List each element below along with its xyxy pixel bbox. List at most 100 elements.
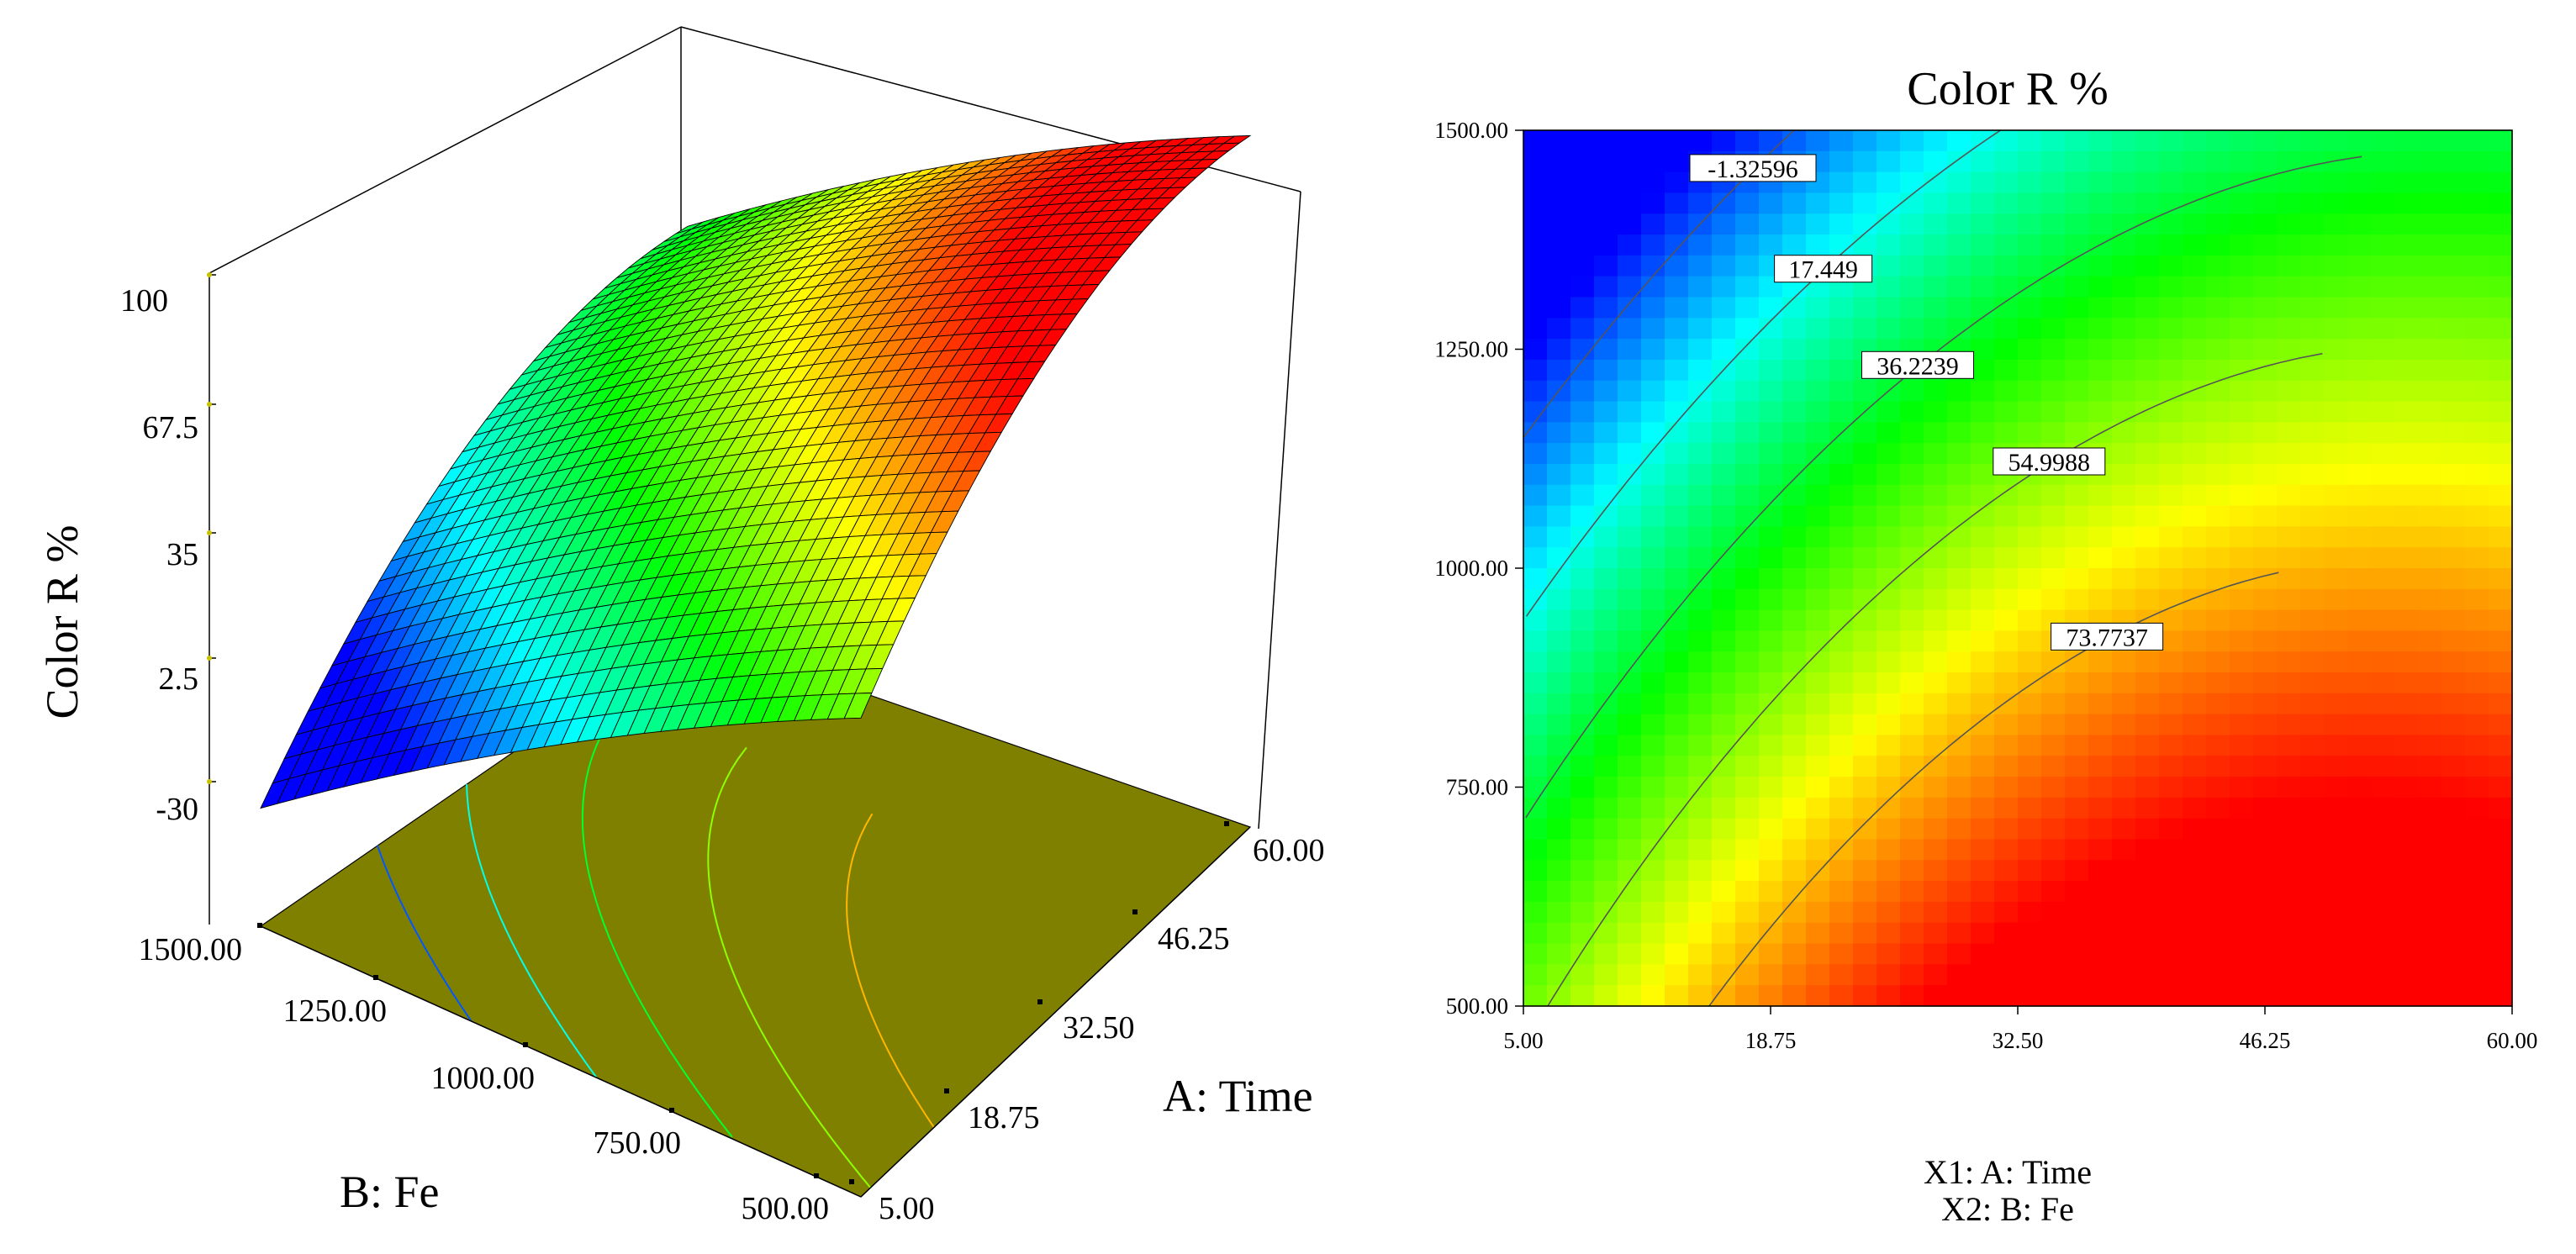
heatmap-cell: [2253, 422, 2278, 444]
heatmap-cell: [1618, 526, 1642, 548]
heatmap-cell: [2371, 693, 2395, 715]
heatmap-cell: [1900, 901, 1924, 924]
heatmap-cell: [1712, 860, 1736, 882]
heatmap-cell: [2441, 130, 2466, 152]
heatmap-cell: [1759, 339, 1783, 361]
heatmap-cell: [1570, 693, 1595, 715]
heatmap-cell: [1971, 651, 1995, 673]
heatmap-cell: [1782, 735, 1807, 756]
heatmap-cell: [2112, 735, 2136, 756]
heatmap-cell: [2253, 881, 2278, 903]
heatmap-cell: [2277, 359, 2301, 382]
heatmap-cell: [1900, 943, 1924, 965]
heatmap-cell: [1853, 380, 1877, 403]
heatmap-cell: [1641, 359, 1665, 382]
heatmap-cell: [2418, 777, 2442, 798]
heatmap-cell: [2418, 192, 2442, 214]
heatmap-cell: [1523, 839, 1548, 861]
heatmap-cell: [1523, 609, 1548, 632]
heatmap-cell: [2230, 547, 2254, 569]
heatmap-cell: [2112, 547, 2136, 569]
heatmap-cell: [1924, 693, 1948, 715]
heatmap-cell: [1759, 213, 1783, 235]
heatmap-cell: [2088, 839, 2113, 861]
heatmap-cell: [2230, 276, 2254, 298]
heatmap-cell: [2324, 672, 2348, 694]
heatmap-cell: [2441, 192, 2466, 214]
heatmap-cell: [1924, 818, 1948, 840]
heatmap-cell: [1900, 735, 1924, 756]
heatmap-cell: [2230, 297, 2254, 319]
heatmap-cell: [1547, 630, 1571, 652]
heatmap-cell: [2183, 609, 2207, 632]
heatmap-cell: [2277, 860, 2301, 882]
heatmap-cell: [1759, 964, 1783, 986]
heatmap-cell: [1782, 130, 1807, 152]
heatmap-cell: [2206, 443, 2230, 465]
heatmap-cell: [2159, 735, 2183, 756]
heatmap-cell: [1971, 943, 1995, 965]
heatmap-cell: [1806, 526, 1830, 548]
heatmap-cell: [1853, 630, 1877, 652]
heatmap-cell: [2300, 672, 2325, 694]
heatmap-cell: [1618, 255, 1642, 277]
z-axis-label: Color R %: [37, 524, 87, 719]
heatmap-cell: [1759, 463, 1783, 486]
heatmap-cell: [2018, 922, 2042, 945]
heatmap-cell: [1759, 672, 1783, 694]
heatmap-cell: [1735, 714, 1760, 736]
heatmap-cell: [2183, 985, 2207, 1007]
heatmap-cell: [2441, 797, 2466, 819]
heatmap-cell: [2206, 318, 2230, 340]
heatmap-cell: [2065, 339, 2089, 361]
heatmap-cell: [1665, 130, 1689, 152]
heatmap-cell: [2394, 484, 2419, 507]
heatmap-cell: [2018, 318, 2042, 340]
heatmap-cell: [1759, 714, 1783, 736]
heatmap-cell: [2465, 297, 2489, 319]
heatmap-cell: [2418, 276, 2442, 298]
heatmap-cell: [2041, 192, 2066, 214]
heatmap-cell: [1782, 463, 1807, 486]
heatmap-cell: [1618, 359, 1642, 382]
heatmap-cell: [1594, 881, 1618, 903]
heatmap-cell: [2371, 777, 2395, 798]
heatmap-cell: [1924, 672, 1948, 694]
heatmap-cell: [2465, 901, 2489, 924]
heatmap-cell: [2065, 943, 2089, 965]
heatmap-cell: [1829, 651, 1854, 673]
heatmap-cell: [2441, 359, 2466, 382]
heatmap-cell: [1688, 380, 1713, 403]
heatmap-cell: [1735, 797, 1760, 819]
heatmap-cell: [2206, 401, 2230, 423]
heatmap-cell: [2418, 463, 2442, 486]
heatmap-cell: [2183, 839, 2207, 861]
heatmap-cell: [1782, 484, 1807, 507]
heatmap-cell: [2065, 255, 2089, 277]
heatmap-cell: [2065, 860, 2089, 882]
heatmap-cell: [1665, 922, 1689, 945]
heatmap-cell: [2300, 234, 2325, 256]
heatmap-cell: [1594, 443, 1618, 465]
heatmap-cell: [1924, 192, 1948, 214]
heatmap-cell: [2394, 630, 2419, 652]
heatmap-cell: [1712, 297, 1736, 319]
heatmap-cell: [2018, 171, 2042, 194]
heatmap-cell: [1594, 756, 1618, 777]
heatmap-cell: [2088, 380, 2113, 403]
heatmap-cell: [1641, 505, 1665, 527]
heatmap-cell: [2300, 881, 2325, 903]
heatmap-cell: [2418, 213, 2442, 235]
heatmap-cell: [2324, 964, 2348, 986]
heatmap-cell: [2324, 463, 2348, 486]
heatmap-cell: [2489, 213, 2513, 235]
heatmap-cell: [2253, 985, 2278, 1007]
heatmap-cell: [2088, 255, 2113, 277]
heatmap-cell: [1877, 777, 1901, 798]
heatmap-cell: [2371, 192, 2395, 214]
heatmap-cell: [1712, 985, 1736, 1007]
heatmap-cell: [2253, 818, 2278, 840]
heatmap-cell: [1735, 756, 1760, 777]
heatmap-cell: [1547, 818, 1571, 840]
heatmap-cell: [1735, 672, 1760, 694]
